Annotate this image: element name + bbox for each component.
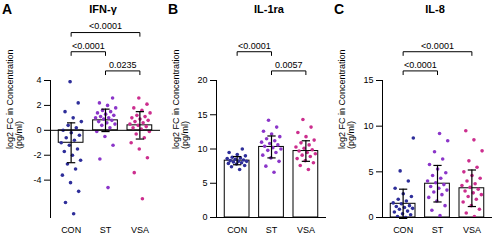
svg-text:4: 4 <box>36 75 41 85</box>
html-text:IL-8: IL-8 <box>425 3 445 15</box>
svg-text:5: 5 <box>202 178 207 188</box>
svg-text:-2: -2 <box>33 150 41 160</box>
svg-text:10: 10 <box>363 121 373 131</box>
svg-text:CON: CON <box>227 225 247 235</box>
svg-text:0: 0 <box>202 212 207 222</box>
html-text:C: C <box>334 1 345 17</box>
svg-text:2: 2 <box>36 100 41 110</box>
html-text:B: B <box>168 1 179 17</box>
svg-text:log2 FC in Concentration(pg/ml: log2 FC in Concentration(pg/ml) <box>171 49 190 149</box>
svg-text:CON: CON <box>393 225 413 235</box>
svg-text:VSA: VSA <box>297 225 315 235</box>
svg-text:log2 FC in Concentration(pg/ml: log2 FC in Concentration(pg/ml) <box>337 49 356 149</box>
svg-text:<0.0001: <0.0001 <box>404 60 437 70</box>
html-text:A: A <box>2 1 13 17</box>
svg-text:<0.0001: <0.0001 <box>72 41 105 51</box>
svg-text:15: 15 <box>197 110 207 120</box>
svg-text:<0.0001: <0.0001 <box>238 41 271 51</box>
svg-text:0: 0 <box>36 125 41 135</box>
svg-text:ST: ST <box>100 225 112 235</box>
svg-text:15: 15 <box>363 75 373 85</box>
html-text:IL-1ra: IL-1ra <box>254 3 284 15</box>
svg-text:5: 5 <box>368 167 373 177</box>
svg-text:0: 0 <box>368 212 373 222</box>
svg-text:<0.0001: <0.0001 <box>421 41 454 51</box>
svg-text:-4: -4 <box>33 175 41 185</box>
svg-text:VSA: VSA <box>463 225 481 235</box>
svg-text:CON: CON <box>61 225 81 235</box>
svg-text:ST: ST <box>432 225 444 235</box>
svg-text:<0.0001: <0.0001 <box>89 21 122 31</box>
html-text:IFN-γ: IFN-γ <box>89 3 117 15</box>
svg-text:VSA: VSA <box>131 225 149 235</box>
svg-text:10: 10 <box>197 144 207 154</box>
svg-text:20: 20 <box>197 75 207 85</box>
svg-text:0.0235: 0.0235 <box>109 60 137 70</box>
svg-text:0.0057: 0.0057 <box>275 60 303 70</box>
svg-text:log2 FC in Concentration(pg/ml: log2 FC in Concentration(pg/ml) <box>5 49 24 149</box>
svg-text:ST: ST <box>266 225 278 235</box>
